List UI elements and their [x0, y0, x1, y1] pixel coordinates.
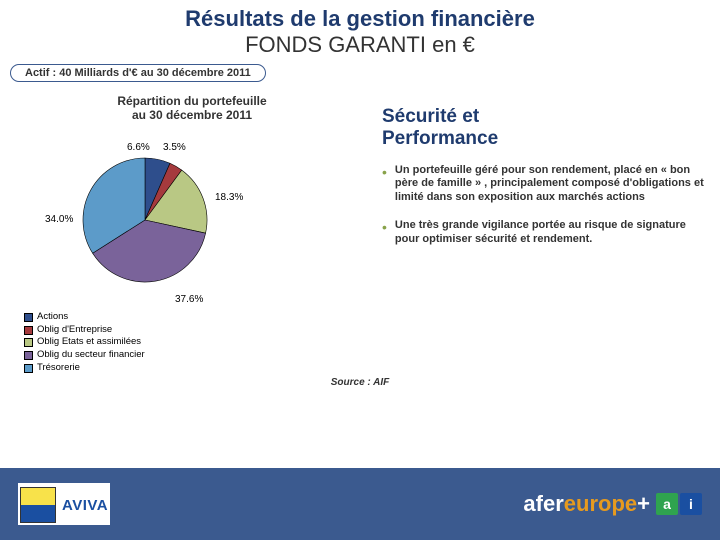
legend-item: Oblig d'Entreprise	[24, 324, 374, 337]
legend-swatch-icon	[24, 364, 33, 373]
title-line1: Résultats de la gestion financière	[0, 6, 720, 32]
brand-afer: afer europe + a i	[523, 491, 702, 517]
ai-badge-icon: a i	[656, 493, 702, 515]
aviva-name: AVIVA	[18, 483, 110, 525]
pie-slice-label: 18.3%	[215, 192, 243, 203]
title-line2: FONDS GARANTI en €	[0, 32, 720, 58]
legend-label: Trésorerie	[37, 362, 80, 375]
right-heading-l2: Performance	[382, 128, 498, 149]
legend-label: Oblig Etats et assimilées	[37, 336, 141, 349]
chart-title-l2: au 30 décembre 2011	[132, 108, 252, 122]
content-row: Répartition du portefeuille au 30 décemb…	[0, 82, 720, 375]
pie-slice-label: 37.6%	[175, 294, 203, 305]
aviva-label: AVIVA	[62, 497, 108, 514]
legend-swatch-icon	[24, 338, 33, 347]
bullet-icon: •	[382, 165, 387, 205]
pie-slice-label: 3.5%	[163, 142, 186, 153]
bullet-item: •Un portefeuille géré pour son rendement…	[382, 164, 710, 205]
chart-title: Répartition du portefeuille au 30 décemb…	[10, 94, 374, 123]
legend-item: Trésorerie	[24, 362, 374, 375]
legend-label: Oblig d'Entreprise	[37, 324, 112, 337]
bottom-bar: AVIVA afer europe + a i	[0, 468, 720, 540]
legend-label: Oblig du secteur financier	[37, 349, 145, 362]
chart-title-l1: Répartition du portefeuille	[117, 94, 266, 108]
bullet-list: •Un portefeuille géré pour son rendement…	[382, 164, 710, 247]
legend-item: Oblig du secteur financier	[24, 349, 374, 362]
afer-plus: +	[637, 491, 650, 517]
bullet-text: Une très grande vigilance portée au risq…	[395, 219, 710, 247]
ai-badge-a: a	[656, 493, 678, 515]
legend-swatch-icon	[24, 351, 33, 360]
legend-swatch-icon	[24, 326, 33, 335]
legend-item: Actions	[24, 311, 374, 324]
legend-item: Oblig Etats et assimilées	[24, 336, 374, 349]
afer-prefix: afer	[523, 491, 563, 517]
legend: ActionsOblig d'EntrepriseOblig Etats et …	[24, 311, 374, 375]
source-text: Source : AIF	[0, 377, 720, 388]
legend-swatch-icon	[24, 313, 33, 322]
right-heading-l1: Sécurité et	[382, 106, 479, 127]
afer-suffix: europe	[564, 491, 637, 517]
right-heading: Sécurité et Performance	[382, 106, 710, 150]
brand-aviva: AVIVA	[18, 483, 110, 525]
bullet-icon: •	[382, 220, 387, 247]
actif-pill: Actif : 40 Milliards d'€ au 30 décembre …	[10, 64, 266, 82]
pie-chart: 6.6% 3.5% 18.3% 37.6% 34.0%	[30, 125, 280, 305]
aviva-logo-icon	[20, 487, 56, 523]
title-block: Résultats de la gestion financière FONDS…	[0, 0, 720, 60]
pie-slice-label: 34.0%	[45, 214, 73, 225]
right-column: Sécurité et Performance •Un portefeuille…	[374, 88, 710, 375]
left-column: Répartition du portefeuille au 30 décemb…	[10, 88, 374, 375]
ai-badge-i: i	[680, 493, 702, 515]
legend-label: Actions	[37, 311, 68, 324]
bullet-text: Un portefeuille géré pour son rendement,…	[395, 164, 710, 205]
pie-slice-label: 6.6%	[127, 142, 150, 153]
bullet-item: • Une très grande vigilance portée au ris…	[382, 219, 710, 247]
